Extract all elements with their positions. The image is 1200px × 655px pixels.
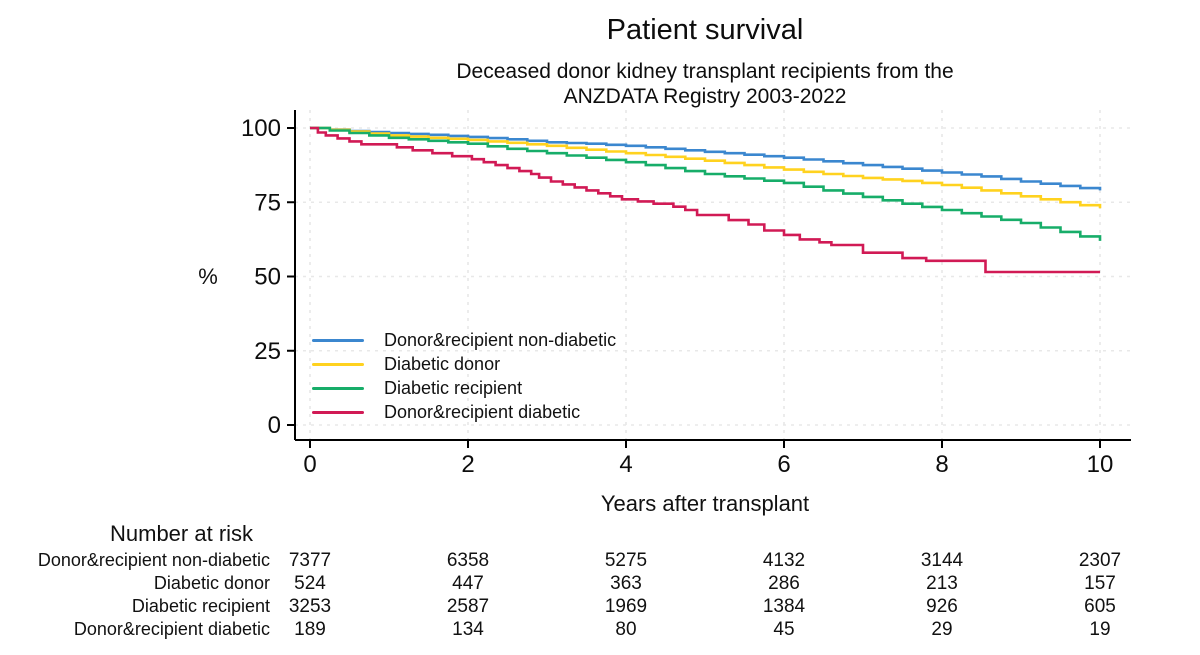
legend-label: Donor&recipient non-diabetic xyxy=(384,329,617,350)
risk-count-cell: 1969 xyxy=(604,596,648,617)
x-tick-label: 2 xyxy=(461,451,474,478)
risk-count-cell: 189 xyxy=(294,619,326,640)
risk-row-label: Donor&recipient diabetic xyxy=(73,619,270,639)
y-tick-label: 0 xyxy=(268,412,281,439)
risk-count-cell: 1384 xyxy=(762,596,806,617)
x-axis-title: Years after transplant xyxy=(600,491,810,516)
x-tick-label: 4 xyxy=(619,451,632,478)
y-tick-label: 75 xyxy=(254,189,281,216)
risk-count-cell: 134 xyxy=(452,619,484,640)
x-tick-label: 6 xyxy=(777,451,790,478)
page-title: Patient survival xyxy=(606,14,804,46)
risk-count-cell: 3253 xyxy=(288,596,332,617)
risk-count-cell: 524 xyxy=(294,573,326,594)
legend-line-swatch xyxy=(312,410,364,414)
y-axis-title: % xyxy=(198,264,218,289)
risk-count-cell: 2587 xyxy=(446,596,490,617)
legend-item: Diabetic recipient xyxy=(312,376,616,400)
risk-count-cell: 6358 xyxy=(446,550,490,571)
risk-row-label: Donor&recipient non-diabetic xyxy=(37,550,270,570)
risk-count-cell: 213 xyxy=(926,573,958,594)
survival-curve xyxy=(310,126,1100,274)
survival-curve xyxy=(310,126,1102,209)
y-tick-label: 25 xyxy=(254,338,281,365)
risk-count-cell: 19 xyxy=(1089,619,1111,640)
risk-count-cell: 80 xyxy=(615,619,637,640)
y-tick-label: 50 xyxy=(254,264,281,291)
x-tick-label: 8 xyxy=(935,451,948,478)
risk-count-cell: 5275 xyxy=(604,550,648,571)
legend-label: Donor&recipient diabetic xyxy=(384,401,581,422)
risk-table-title: Number at risk xyxy=(110,521,254,546)
risk-count-cell: 2307 xyxy=(1078,550,1122,571)
legend: Donor&recipient non-diabetic Diabetic don… xyxy=(312,328,616,424)
legend-line-swatch xyxy=(312,386,364,390)
x-tick-label: 0 xyxy=(303,451,316,478)
risk-row-label: Diabetic donor xyxy=(153,573,270,593)
risk-row-label: Diabetic recipient xyxy=(131,596,270,616)
risk-count-cell: 45 xyxy=(773,619,795,640)
legend-label: Diabetic donor xyxy=(384,353,501,374)
risk-count-cell: 7377 xyxy=(288,550,332,571)
risk-count-cell: 3144 xyxy=(920,550,964,571)
legend-label: Diabetic recipient xyxy=(384,377,523,398)
risk-count-cell: 447 xyxy=(452,573,484,594)
legend-item: Donor&recipient diabetic xyxy=(312,400,616,424)
risk-count-cell: 363 xyxy=(610,573,642,594)
x-tick-label: 10 xyxy=(1087,451,1114,478)
legend-line-swatch xyxy=(312,338,364,342)
risk-count-cell: 4132 xyxy=(762,550,806,571)
survival-curve xyxy=(310,126,1102,241)
legend-item: Donor&recipient non-diabetic xyxy=(312,328,616,352)
legend-line-swatch xyxy=(312,362,364,366)
legend-item: Diabetic donor xyxy=(312,352,616,376)
y-tick-label: 100 xyxy=(241,115,281,142)
risk-count-cell: 29 xyxy=(931,619,953,640)
risk-count-cell: 605 xyxy=(1084,596,1116,617)
risk-count-cell: 926 xyxy=(926,596,958,617)
page-subtitle-line1: Deceased donor kidney transplant recipie… xyxy=(456,60,954,83)
survival-curve xyxy=(310,126,1102,191)
risk-count-cell: 286 xyxy=(768,573,800,594)
risk-count-cell: 157 xyxy=(1084,573,1116,594)
page-subtitle-line2: ANZDATA Registry 2003-2022 xyxy=(563,85,847,108)
